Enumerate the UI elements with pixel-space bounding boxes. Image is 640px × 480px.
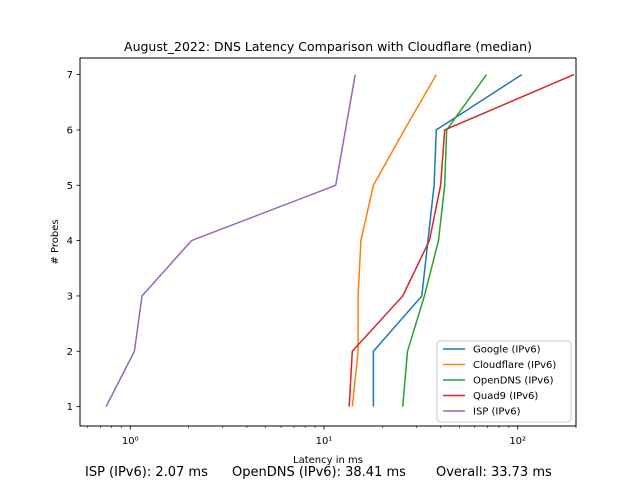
series-line-opendns-ipv6 (401, 74, 488, 407)
x-tick-label: 10² (509, 436, 526, 447)
y-tick-label: 5 (67, 181, 73, 192)
legend-label: Quad9 (IPv6) (473, 391, 538, 402)
x-axis-ticks: 10⁰ 10¹ 10² (87, 426, 577, 447)
footer-overall-median: Overall: 33.73 ms (436, 465, 552, 480)
legend-label: Cloudflare (IPv6) (473, 360, 556, 371)
legend-label: ISP (IPv6) (473, 407, 521, 418)
legend-label: OpenDNS (IPv6) (473, 376, 554, 387)
chart-title: August_2022: DNS Latency Comparison with… (124, 39, 532, 54)
legend-label: Google (IPv6) (473, 345, 541, 356)
x-tick-label: 10⁰ (122, 436, 139, 447)
footer-opendns-median: OpenDNS (IPv6): 38.41 ms (232, 465, 406, 480)
y-tick-label: 7 (67, 70, 73, 81)
series-line-quad9-ipv6 (348, 73, 575, 407)
y-axis-label: # Probes (50, 219, 61, 264)
y-axis-ticks: 1 2 3 4 5 6 7 (67, 70, 80, 413)
x-tick-label: 10¹ (316, 436, 333, 447)
legend-box (436, 340, 572, 423)
series-line-isp-ipv6 (105, 74, 356, 407)
y-tick-label: 4 (67, 236, 73, 247)
series-line-google-ipv6 (372, 73, 523, 407)
footer-isp-median: ISP (IPv6): 2.07 ms (85, 465, 208, 480)
series-line-cloudflare-ipv6 (351, 74, 437, 407)
plot-frame (79, 57, 577, 427)
x-axis-label: Latency in ms (293, 455, 363, 466)
legend-items: Google (IPv6) Cloudflare (IPv6) OpenDNS (I… (443, 345, 556, 418)
y-tick-label: 1 (67, 402, 73, 413)
y-tick-label: 2 (67, 347, 73, 358)
legend: Google (IPv6) Cloudflare (IPv6) OpenDNS (I… (436, 340, 572, 423)
y-tick-label: 3 (67, 291, 73, 302)
y-tick-label: 6 (67, 125, 73, 136)
series-lines (105, 73, 575, 407)
